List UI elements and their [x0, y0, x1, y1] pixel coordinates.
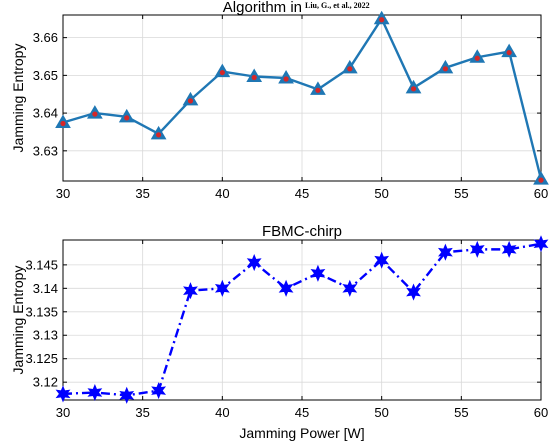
- bottom-x-tick-label: 35: [135, 405, 149, 420]
- top-x-tick-label: 45: [295, 186, 309, 201]
- bottom-data-point: [55, 385, 71, 403]
- bottom-data-point: [342, 279, 358, 297]
- top-y-axis-label: Jamming Entropy: [10, 44, 26, 153]
- top-data-point-dot: [60, 120, 66, 127]
- bottom-data-point: [246, 253, 262, 272]
- bottom-data-point: [183, 282, 198, 300]
- top-subplot: 3.63 3.64 3.65 3.66 30 35 40 45 50 55 60 Algorith…: [10, 0, 549, 201]
- bottom-data-point: [501, 240, 517, 258]
- top-data-point-dot: [410, 86, 417, 92]
- top-data-point-dot: [474, 55, 480, 61]
- bottom-data-point: [214, 279, 230, 297]
- bottom-x-tick-label: 45: [295, 405, 309, 420]
- bottom-data-point: [310, 264, 326, 282]
- bottom-data-point: [87, 383, 103, 402]
- bottom-data-point: [278, 279, 294, 297]
- top-y-tick-label: 3.63: [33, 143, 58, 158]
- top-chart-title: Algorithm in: [223, 0, 302, 16]
- top-data-point-dot: [442, 66, 448, 72]
- bottom-subplot: 3.12 3.125 3.13 3.135 3.14 3.145 30 35 40 45 50 55…: [10, 223, 549, 441]
- top-x-tick-label: 40: [215, 186, 229, 201]
- top-data-point-dot: [187, 98, 194, 104]
- bottom-series: [55, 235, 549, 404]
- top-x-tick-label: 35: [135, 186, 149, 201]
- bottom-data-point: [437, 243, 453, 261]
- top-series-line: [62, 17, 543, 180]
- top-data-point-dot: [92, 111, 98, 117]
- bottom-data-point: [151, 382, 167, 400]
- top-x-tick-label: 55: [454, 186, 468, 201]
- top-grid: [63, 15, 541, 181]
- top-chart-title-reference: Liu, G., et al., 2022: [305, 1, 370, 10]
- bottom-y-tick-label: 3.125: [25, 351, 58, 366]
- bottom-data-point: [119, 386, 135, 404]
- bottom-y-tick-label: 3.13: [33, 328, 58, 343]
- bottom-x-tick-label: 60: [534, 405, 548, 420]
- bottom-data-point: [374, 251, 390, 269]
- top-data-point-dot: [219, 69, 225, 76]
- bottom-data-point: [533, 235, 549, 253]
- bottom-y-tick-label: 3.14: [33, 281, 58, 296]
- top-y-tick-label: 3.65: [33, 68, 58, 83]
- bottom-data-point: [406, 283, 421, 301]
- top-x-tick-label: 30: [56, 186, 70, 201]
- top-data-point-dot: [379, 17, 385, 23]
- top-data-point-dot: [347, 66, 353, 72]
- bottom-y-tick-label: 3.145: [25, 257, 58, 272]
- top-data-point-dot: [156, 132, 162, 138]
- bottom-y-axis-label: Jamming Entropy: [10, 266, 26, 375]
- bottom-x-tick-label: 40: [215, 405, 229, 420]
- top-series: [55, 10, 549, 185]
- top-data-point-dot: [506, 49, 512, 56]
- bottom-y-ticks: 3.12 3.125 3.13 3.135 3.14 3.145: [25, 257, 541, 390]
- top-data-point-dot: [283, 76, 289, 82]
- top-y-ticks: 3.63 3.64 3.65 3.66: [33, 30, 541, 158]
- bottom-x-tick-label: 50: [374, 405, 388, 420]
- top-y-tick-label: 3.64: [33, 106, 58, 121]
- bottom-series-line: [62, 242, 542, 397]
- top-data-point-dot: [251, 74, 257, 81]
- top-data-point-dot: [538, 177, 544, 183]
- top-x-ticks: 30 35 40 45 50 55 60: [56, 15, 548, 201]
- top-data-point-dot: [124, 115, 130, 121]
- bottom-x-tick-label: 30: [56, 405, 70, 420]
- top-data-point-dot: [315, 87, 321, 93]
- top-x-tick-label: 50: [374, 186, 388, 201]
- bottom-x-ticks: 30 35 40 45 50 55 60: [56, 240, 548, 420]
- bottom-x-tick-label: 55: [454, 405, 468, 420]
- top-y-tick-label: 3.66: [33, 30, 58, 45]
- top-x-tick-label: 60: [534, 186, 548, 201]
- bottom-y-tick-label: 3.12: [33, 375, 58, 390]
- bottom-x-axis-label: Jamming Power [W]: [239, 425, 364, 441]
- bottom-chart-title: FBMC-chirp: [262, 223, 342, 240]
- bottom-grid: [63, 240, 541, 400]
- bottom-y-tick-label: 3.135: [25, 304, 58, 319]
- bottom-data-point: [469, 240, 485, 258]
